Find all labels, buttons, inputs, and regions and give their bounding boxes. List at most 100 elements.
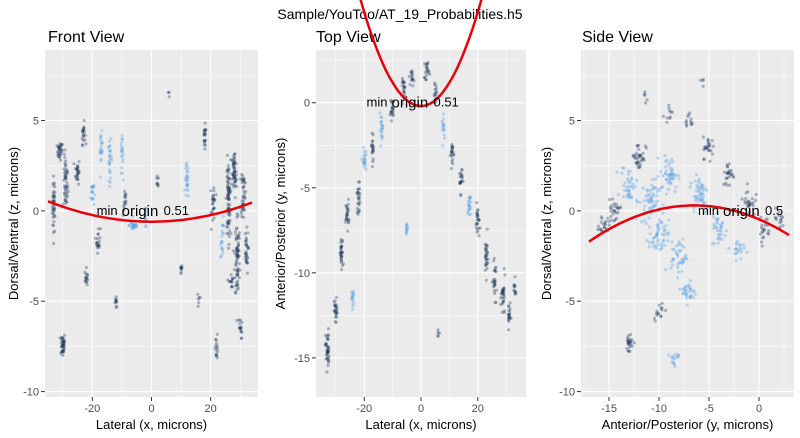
- front-view-point: [203, 121, 207, 125]
- top-view-point: [460, 173, 464, 177]
- front-view-point: [232, 163, 236, 167]
- top-view-point: [507, 313, 511, 317]
- side-view-point: [614, 211, 619, 215]
- front-view-point: [57, 144, 61, 148]
- side-view-point: [660, 232, 665, 236]
- top-view-point: [351, 294, 355, 298]
- side-view-point: [677, 353, 681, 357]
- front-view-point: [236, 249, 240, 253]
- side-view-point: [695, 194, 699, 198]
- side-view-point: [700, 186, 704, 190]
- side-view-point: [665, 158, 669, 162]
- top-view-point: [340, 251, 344, 255]
- front-view-point: [55, 150, 60, 154]
- top-view-point: [357, 195, 361, 199]
- front-view-point: [197, 301, 201, 305]
- top-view-point: [507, 312, 512, 316]
- top-view-point: [475, 213, 479, 217]
- side-view-point: [628, 193, 632, 197]
- front-view-point: [124, 199, 128, 203]
- front-view-point: [81, 138, 85, 142]
- front-view-y-ticks: -10-505: [23, 115, 45, 399]
- top-view-point: [363, 161, 368, 165]
- top-view-point: [335, 305, 339, 310]
- top-view-point: [484, 243, 488, 247]
- side-view-point: [669, 176, 673, 181]
- side-view-point: [622, 166, 626, 171]
- top-view-point: [345, 211, 349, 215]
- top-view-point: [333, 320, 337, 324]
- side-view-point: [642, 199, 646, 203]
- top-view-point: [326, 333, 330, 337]
- front-view-point: [62, 333, 67, 337]
- side-view-point: [711, 144, 715, 148]
- front-view-point: [62, 344, 66, 349]
- top-view-point: [325, 348, 329, 352]
- top-view-point: [379, 129, 383, 133]
- side-view-point: [684, 256, 688, 260]
- top-view-point: [483, 263, 488, 268]
- top-view-point: [476, 208, 480, 212]
- top-view-point: [356, 193, 360, 197]
- side-view-point: [636, 166, 640, 170]
- front-view-point: [239, 329, 243, 333]
- side-view-point: [643, 144, 648, 148]
- front-view-point: [185, 161, 189, 165]
- front-view-point: [123, 195, 127, 199]
- front-view-point: [131, 226, 135, 230]
- top-view-point: [485, 243, 489, 248]
- side-view-point: [707, 149, 711, 153]
- side-view-point: [664, 224, 668, 228]
- top-view-point: [390, 106, 394, 110]
- top-view-point: [345, 213, 349, 217]
- top-view-point: [400, 101, 404, 106]
- side-view-point: [697, 188, 702, 192]
- front-view-point: [66, 189, 70, 193]
- front-view-point: [235, 236, 239, 240]
- front-view-point: [211, 193, 216, 197]
- front-view-point: [226, 212, 230, 216]
- front-view-point: [82, 127, 86, 131]
- side-view-point: [670, 240, 674, 244]
- top-view-point: [326, 350, 330, 354]
- front-view-point: [59, 341, 63, 345]
- front-view-point: [213, 198, 217, 202]
- top-view-point: [324, 333, 328, 337]
- front-view-point: [76, 171, 80, 175]
- front-view-point: [58, 336, 62, 340]
- top-view-point: [402, 81, 407, 85]
- top-view-point: [502, 288, 506, 292]
- front-view-point: [226, 193, 230, 197]
- front-view-point: [220, 240, 224, 245]
- front-view-point: [121, 152, 125, 156]
- front-view-point: [202, 133, 206, 137]
- top-view-point: [493, 300, 497, 304]
- front-view-point: [131, 214, 135, 218]
- front-view-point: [186, 188, 190, 193]
- front-view-point: [99, 145, 103, 149]
- front-view-point: [234, 169, 238, 173]
- top-view-point: [371, 145, 376, 149]
- top-view-point: [355, 210, 359, 215]
- side-view-y-tick-label: 5: [569, 115, 575, 127]
- side-view-point: [688, 285, 692, 290]
- side-view-point: [624, 185, 629, 189]
- front-view-point: [91, 196, 95, 201]
- side-view-point: [643, 90, 647, 94]
- side-view-point: [655, 232, 659, 236]
- side-view-point: [649, 191, 653, 195]
- front-view-point: [228, 229, 232, 233]
- front-view-point: [95, 240, 99, 245]
- top-view-point: [434, 90, 438, 94]
- front-view-point: [130, 222, 135, 227]
- front-view-point: [129, 221, 133, 225]
- side-view-point: [677, 177, 681, 181]
- top-view-point: [484, 249, 488, 253]
- front-view-point: [220, 246, 224, 250]
- front-view-point: [76, 182, 81, 186]
- side-view-point: [720, 221, 724, 225]
- top-view-annotation-min: min: [366, 95, 387, 110]
- side-view-point: [678, 261, 682, 265]
- top-view-point: [334, 320, 338, 325]
- front-view-point: [63, 161, 67, 166]
